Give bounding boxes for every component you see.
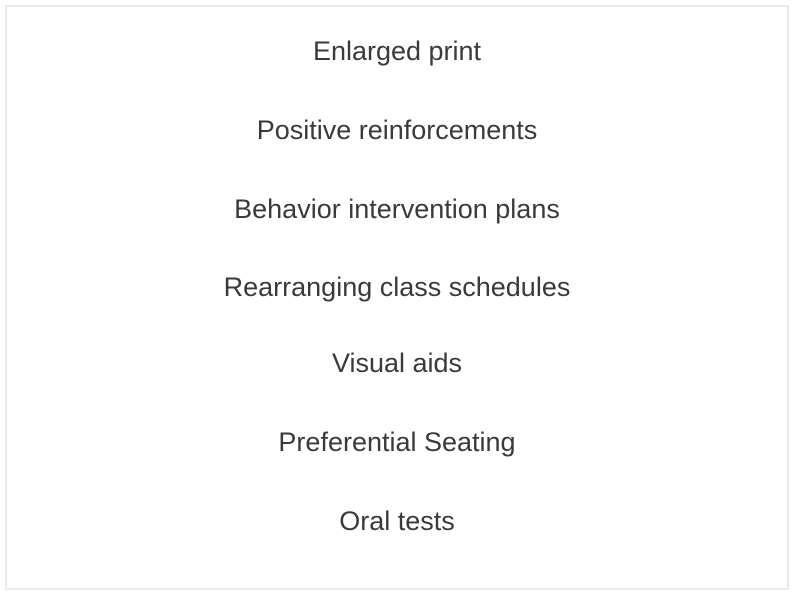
list-item: Preferential Seating: [278, 426, 515, 460]
list-item: Visual aids: [332, 347, 462, 381]
list-item: Behavior intervention plans: [234, 193, 560, 227]
list-item: Positive reinforcements: [257, 114, 538, 148]
list-item: Rearranging class schedules: [224, 271, 571, 305]
list-item: Enlarged print: [313, 35, 481, 69]
list-item: Oral tests: [339, 505, 455, 539]
content-frame: Enlarged print Positive reinforcements B…: [5, 5, 789, 590]
